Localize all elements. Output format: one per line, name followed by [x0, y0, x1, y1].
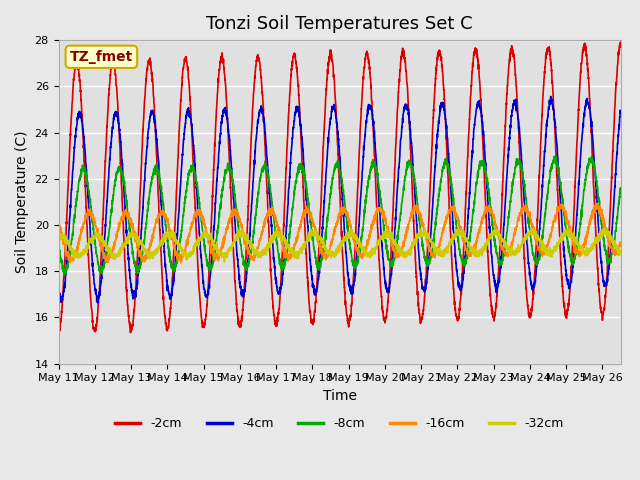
- Y-axis label: Soil Temperature (C): Soil Temperature (C): [15, 131, 29, 273]
- -8cm: [545, 178, 553, 184]
- Line: -16cm: -16cm: [58, 203, 621, 263]
- -32cm: [531, 225, 538, 231]
- -8cm: [54, 240, 62, 245]
- -4cm: [119, 171, 127, 177]
- -32cm: [295, 249, 303, 254]
- X-axis label: Time: Time: [323, 389, 356, 403]
- -16cm: [54, 217, 62, 223]
- -16cm: [152, 219, 160, 225]
- -2cm: [270, 313, 278, 319]
- -16cm: [545, 239, 553, 244]
- -32cm: [152, 250, 160, 255]
- -2cm: [605, 222, 613, 228]
- Line: -32cm: -32cm: [58, 228, 621, 262]
- -32cm: [54, 233, 62, 239]
- -4cm: [617, 108, 625, 114]
- -2cm: [119, 209, 127, 215]
- -8cm: [617, 186, 625, 192]
- -2cm: [152, 143, 160, 148]
- -8cm: [606, 257, 614, 263]
- -4cm: [545, 105, 553, 110]
- -4cm: [295, 106, 303, 112]
- Text: TZ_fmet: TZ_fmet: [70, 50, 133, 64]
- -4cm: [54, 285, 62, 291]
- -8cm: [152, 165, 160, 170]
- -32cm: [119, 244, 127, 250]
- -16cm: [295, 229, 303, 235]
- -32cm: [271, 236, 278, 242]
- -4cm: [547, 94, 554, 99]
- Line: -8cm: -8cm: [58, 156, 621, 275]
- Legend: -2cm, -4cm, -8cm, -16cm, -32cm: -2cm, -4cm, -8cm, -16cm, -32cm: [110, 412, 569, 435]
- -2cm: [294, 82, 302, 88]
- -2cm: [54, 332, 62, 337]
- Line: -4cm: -4cm: [58, 96, 621, 303]
- -8cm: [271, 220, 278, 226]
- Title: Tonzi Soil Temperatures Set C: Tonzi Soil Temperatures Set C: [206, 15, 473, 33]
- -4cm: [271, 259, 278, 264]
- -32cm: [606, 235, 614, 240]
- -16cm: [617, 242, 625, 248]
- -16cm: [606, 241, 614, 247]
- -8cm: [552, 153, 559, 159]
- -32cm: [617, 251, 625, 257]
- -8cm: [295, 165, 303, 170]
- -4cm: [94, 300, 102, 306]
- -32cm: [221, 259, 228, 265]
- -32cm: [545, 250, 553, 256]
- -8cm: [61, 272, 69, 278]
- -16cm: [271, 212, 278, 218]
- -16cm: [594, 200, 602, 206]
- -16cm: [177, 260, 184, 265]
- Line: -2cm: -2cm: [58, 42, 621, 335]
- -4cm: [152, 132, 160, 138]
- -2cm: [617, 39, 625, 45]
- -4cm: [606, 253, 614, 259]
- -8cm: [119, 173, 127, 179]
- -16cm: [119, 213, 127, 218]
- -2cm: [545, 47, 553, 52]
